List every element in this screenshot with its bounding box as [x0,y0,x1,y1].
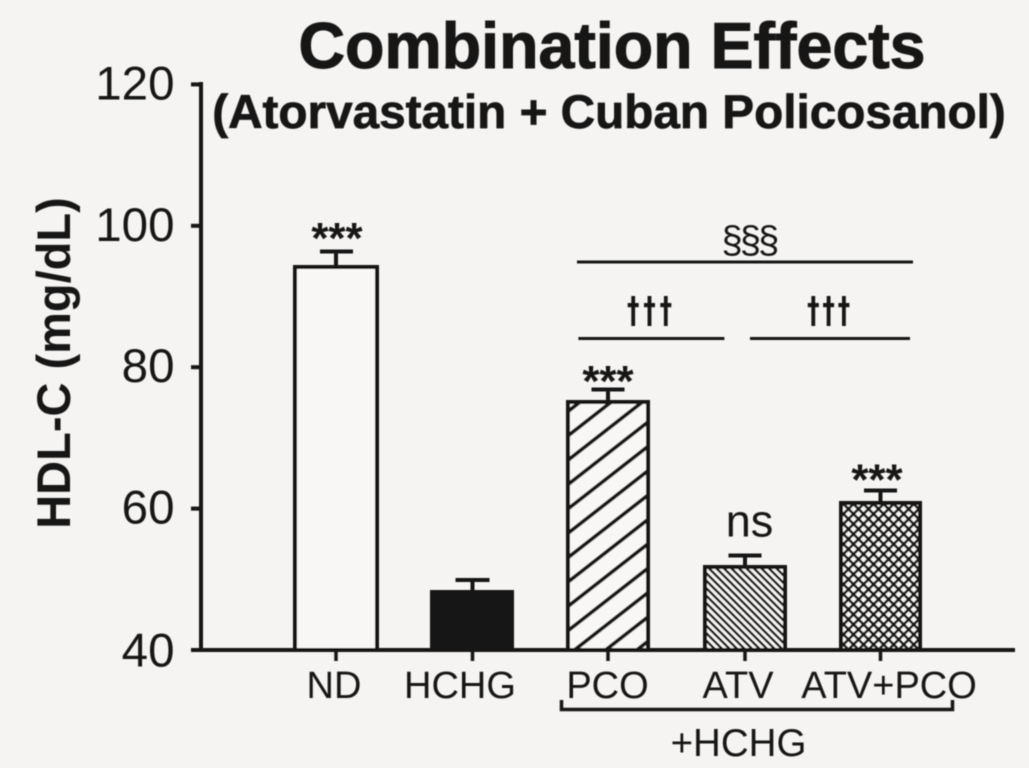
svg-text:40: 40 [122,625,175,678]
svg-text:***: *** [582,357,634,406]
svg-text:HDL-C (mg/dL): HDL-C (mg/dL) [27,197,80,529]
svg-text:120: 120 [95,57,174,110]
svg-text:ND: ND [307,665,362,707]
svg-text:§§§: §§§ [721,220,777,262]
svg-text:HCHG: HCHG [404,665,516,707]
svg-text:60: 60 [122,482,175,535]
svg-text:(Atorvastatin + Cuban Policosa: (Atorvastatin + Cuban Policosanol) [212,86,1006,139]
svg-text:***: *** [311,214,363,263]
svg-text:100: 100 [95,199,174,252]
svg-text:ns: ns [726,496,774,547]
svg-text:+HCHG: +HCHG [671,722,807,765]
svg-text:Combination Effects: Combination Effects [298,10,925,82]
svg-text:ATV: ATV [702,665,774,707]
svg-text:PCO: PCO [566,665,648,707]
svg-text:80: 80 [122,340,175,393]
svg-text:***: *** [851,456,903,505]
svg-text:ATV+PCO: ATV+PCO [801,665,977,707]
